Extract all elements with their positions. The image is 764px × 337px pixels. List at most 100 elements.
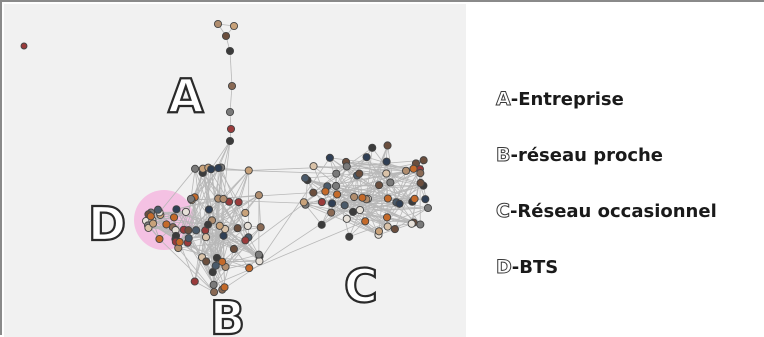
network-graph-panel: A D B C <box>4 4 466 337</box>
graph-node <box>300 199 307 206</box>
cluster-label-b: B <box>210 291 245 337</box>
graph-node <box>383 214 390 221</box>
graph-node <box>384 195 391 202</box>
cluster-label-d: D <box>88 197 126 251</box>
graph-node <box>230 245 237 252</box>
graph-edge <box>212 141 230 220</box>
graph-node <box>356 206 363 213</box>
graph-node <box>417 179 424 186</box>
legend-letter-b: B <box>496 142 510 168</box>
legend-text-a: -Entreprise <box>511 89 624 110</box>
graph-node <box>210 281 217 288</box>
graph-node <box>220 195 227 202</box>
graph-node <box>147 213 154 220</box>
graph-node <box>203 258 210 265</box>
graph-node <box>384 142 391 149</box>
network-graph: A D B C <box>4 4 466 337</box>
graph-node <box>346 233 353 240</box>
graph-node <box>417 170 424 177</box>
legend-letter-c: C <box>496 198 510 224</box>
graph-node <box>333 170 340 177</box>
graph-node <box>185 235 192 242</box>
graph-node <box>154 206 161 213</box>
graph-node <box>219 258 226 265</box>
graph-node <box>242 209 249 216</box>
graph-node <box>351 193 358 200</box>
graph-node <box>318 221 325 228</box>
graph-node <box>384 223 391 230</box>
graph-node <box>402 167 409 174</box>
legend-letter-d: D <box>496 254 512 280</box>
legend-item-d: D-BTS <box>496 254 558 280</box>
graph-node <box>202 234 209 241</box>
graph-node <box>192 227 199 234</box>
graph-node <box>214 20 221 27</box>
graph-node <box>322 188 329 195</box>
graph-node <box>411 195 418 202</box>
legend-item-c: C-Réseau occasionnel <box>496 198 717 224</box>
graph-node <box>215 164 222 171</box>
graph-node <box>257 224 264 231</box>
legend-letter-a: A <box>496 86 511 112</box>
graph-edge <box>249 166 347 170</box>
graph-node <box>396 200 403 207</box>
graph-node <box>332 182 339 189</box>
graph-node <box>163 221 170 228</box>
graph-node <box>255 251 262 258</box>
graph-node <box>310 163 317 170</box>
graph-node <box>230 22 237 29</box>
cluster-label-c: C <box>344 259 378 313</box>
legend-text-d: -BTS <box>512 257 558 278</box>
graph-node <box>216 222 223 229</box>
graph-node <box>383 170 390 177</box>
graph-node <box>375 228 382 235</box>
graph-node <box>149 220 156 227</box>
graph-node <box>245 167 252 174</box>
graph-node <box>343 215 350 222</box>
graph-node <box>21 43 27 49</box>
graph-node <box>318 199 325 206</box>
graph-node <box>369 144 376 151</box>
graph-node <box>173 206 180 213</box>
graph-node <box>341 202 348 209</box>
legend-item-b: B-réseau proche <box>496 142 663 168</box>
graph-node <box>410 165 417 172</box>
graph-node <box>246 265 253 272</box>
graph-node <box>326 154 333 161</box>
graph-node <box>226 137 233 144</box>
graph-node <box>349 208 356 215</box>
cluster-label-a: A <box>168 69 204 123</box>
graph-edge <box>230 51 232 86</box>
graph-node <box>228 82 235 89</box>
graph-node <box>391 225 398 232</box>
graph-node <box>255 192 262 199</box>
graph-node <box>356 170 363 177</box>
graph-node <box>375 182 382 189</box>
graph-node <box>191 165 198 172</box>
graph-node <box>334 191 341 198</box>
graph-node <box>383 158 390 165</box>
graph-node <box>362 218 369 225</box>
graph-node <box>185 227 192 234</box>
graph-node <box>221 284 228 291</box>
graph-node <box>191 278 198 285</box>
graph-node <box>187 195 194 202</box>
graph-node <box>328 200 335 207</box>
graph-node <box>310 189 317 196</box>
graph-node <box>417 221 424 228</box>
graph-edge <box>259 158 329 261</box>
graph-node <box>234 225 241 232</box>
graph-node <box>422 196 429 203</box>
graph-node <box>182 208 189 215</box>
graph-node <box>156 235 163 242</box>
graph-node <box>207 166 214 173</box>
graph-node <box>226 108 233 115</box>
legend-item-a: A-Entreprise <box>496 86 624 112</box>
graph-node <box>420 157 427 164</box>
graph-node <box>204 221 211 228</box>
graph-node <box>343 163 350 170</box>
graph-node <box>359 194 366 201</box>
graph-node <box>424 204 431 211</box>
legend-text-c: -Réseau occasionnel <box>510 201 717 222</box>
